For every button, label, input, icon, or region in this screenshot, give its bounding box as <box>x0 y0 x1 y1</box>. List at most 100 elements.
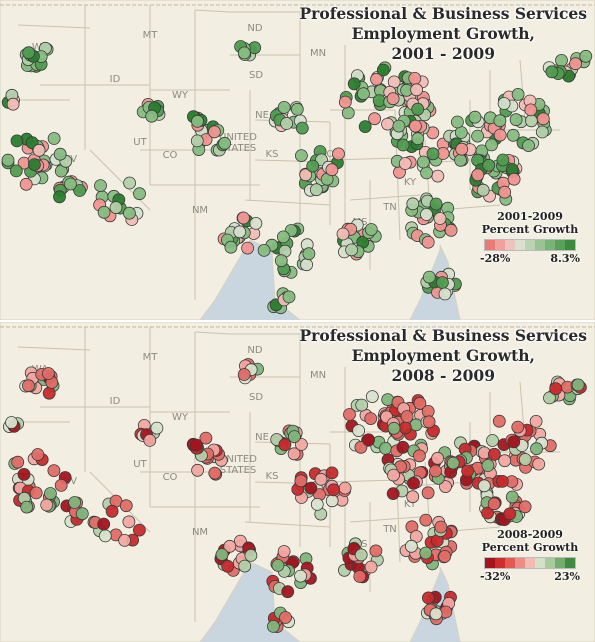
metro-dot <box>439 480 452 494</box>
metro-dot <box>190 134 204 148</box>
metro-dot <box>498 454 512 468</box>
metro-dot <box>123 176 137 190</box>
state-label: STATES <box>220 465 257 476</box>
metro-dot <box>64 177 77 191</box>
metro-dot <box>53 190 66 204</box>
state-label: WY <box>172 412 189 423</box>
metro-dot <box>522 139 535 153</box>
metro-dot <box>122 515 136 529</box>
metro-dot <box>404 539 418 553</box>
metro-dot <box>338 95 352 109</box>
metro-dot <box>525 114 538 128</box>
metro-dot <box>392 119 406 133</box>
legend-color-swatch <box>515 558 525 568</box>
metro-dot <box>249 216 263 230</box>
metro-dot <box>354 440 368 454</box>
metro-dot <box>17 467 31 481</box>
metro-dot <box>408 72 422 85</box>
metro-dot <box>507 435 521 449</box>
state-label: ID <box>110 74 121 85</box>
metro-dot <box>11 455 25 469</box>
metro-dot <box>5 416 18 429</box>
metro-dot <box>498 185 512 199</box>
metro-dot <box>224 240 238 254</box>
metro-dot <box>29 486 43 500</box>
state-label: KS <box>266 149 279 160</box>
color-legend: 2008-2009 Percent Growth -32% 23% <box>476 528 584 583</box>
metro-dot <box>355 398 369 412</box>
metro-dot <box>143 434 157 447</box>
metro-dot <box>421 235 435 249</box>
metro-dot <box>274 254 288 268</box>
metro-dot <box>302 247 316 261</box>
metro-dot <box>476 183 490 197</box>
metro-dot <box>332 147 345 161</box>
metro-dot <box>444 223 458 237</box>
metro-dot <box>207 125 221 139</box>
metro-dot <box>68 496 81 509</box>
metro-dot <box>358 120 372 133</box>
metro-dot <box>477 479 491 493</box>
metro-dot <box>44 487 57 500</box>
metro-dot <box>511 420 525 434</box>
state-border <box>194 331 300 335</box>
metro-dot <box>433 212 447 225</box>
metro-dot <box>364 412 378 425</box>
metro-dot <box>461 464 475 478</box>
state-border <box>349 194 421 201</box>
state-label: SD <box>249 70 263 81</box>
state-label: UNITED <box>219 454 257 465</box>
metro-dot <box>545 65 559 79</box>
metro-dot <box>22 379 35 393</box>
metro-dot <box>221 559 235 573</box>
metro-dot <box>369 544 383 558</box>
metro-dot <box>471 129 485 143</box>
metro-dot <box>276 230 290 244</box>
metro-dot <box>271 558 285 572</box>
metro-dot <box>481 459 495 472</box>
metro-dot <box>132 523 146 537</box>
metro-dot <box>362 433 376 447</box>
legend-color-swatch <box>555 240 565 250</box>
state-label: WY <box>172 90 189 101</box>
metro-dot <box>387 468 400 482</box>
metro-dot <box>190 438 203 452</box>
metro-dot <box>505 490 519 504</box>
title-line-3: 2008 - 2009 <box>391 366 496 385</box>
panel-divider <box>0 320 595 322</box>
state-label: CO <box>163 150 178 161</box>
legend-color-swatch <box>505 240 515 250</box>
metro-dot <box>429 464 442 478</box>
state-label: MN <box>310 48 326 59</box>
metro-dot <box>54 478 68 492</box>
metro-dot <box>295 121 309 135</box>
metro-dot <box>413 396 427 410</box>
metro-dot <box>407 476 420 490</box>
metro-dot <box>1 153 15 167</box>
map-panel-2001-2009: MTNDSDWYIDNVUTNECOUNITEDSTATESKSMONMMSMI… <box>0 0 595 320</box>
metro-dot <box>471 168 485 182</box>
metro-dot <box>549 382 563 396</box>
metro-dot <box>122 206 136 220</box>
metro-dot <box>422 270 436 284</box>
metro-dot <box>257 243 271 257</box>
metro-dot <box>279 611 292 624</box>
state-label: NM <box>192 527 208 538</box>
metro-dot <box>543 391 556 405</box>
metro-dot <box>290 102 304 116</box>
metro-dot <box>325 494 339 508</box>
metro-dot <box>109 201 123 215</box>
metro-dot <box>408 119 422 133</box>
legend-min-label: -32% <box>480 570 511 583</box>
legend-color-swatch <box>545 240 555 250</box>
metro-dot <box>347 77 361 91</box>
metro-dot <box>524 103 538 117</box>
metro-dot <box>42 367 55 380</box>
metro-dot <box>191 463 205 477</box>
metro-dot <box>223 539 237 553</box>
metro-dot <box>244 548 258 562</box>
metro-dot <box>396 440 410 454</box>
metro-dot <box>32 143 46 157</box>
metro-dot <box>535 125 549 139</box>
metro-dot <box>426 147 440 161</box>
